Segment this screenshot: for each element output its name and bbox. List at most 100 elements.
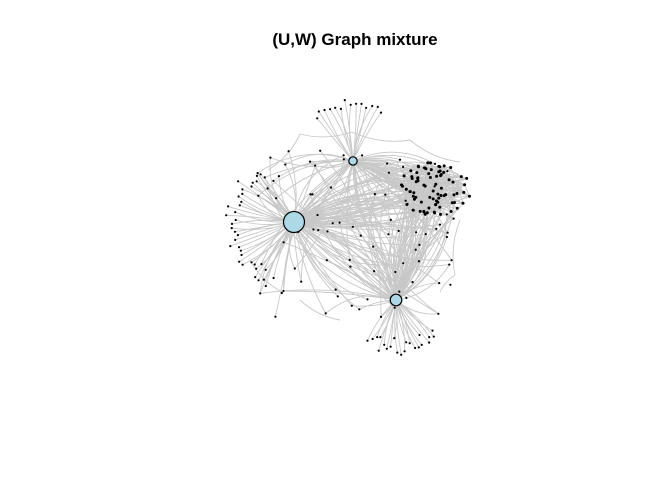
graph-edge <box>435 204 458 209</box>
graph-node <box>250 261 253 264</box>
graph-node <box>433 211 437 215</box>
graph-node <box>439 174 443 178</box>
plot-title: (U,W) Graph mixture <box>272 30 438 49</box>
graph-node <box>433 162 437 165</box>
graph-edge <box>406 204 428 214</box>
graph-node <box>408 190 412 194</box>
graph-node <box>449 283 452 286</box>
graph-node <box>434 203 438 207</box>
graph-node <box>465 176 469 180</box>
graph-node <box>412 191 416 195</box>
graph-edge <box>439 274 456 293</box>
graph-node <box>439 186 443 190</box>
graph-node <box>282 289 285 293</box>
graph-edge <box>401 177 467 186</box>
graph-node <box>360 102 363 105</box>
graph-node <box>317 110 320 113</box>
graph-node <box>449 210 453 213</box>
graph-edge <box>427 162 453 203</box>
graph-node <box>241 192 244 195</box>
graph-node <box>424 167 428 171</box>
graph-node <box>250 185 253 188</box>
graph-edge <box>352 160 400 232</box>
graph-node <box>272 276 275 280</box>
graph-node <box>445 235 448 239</box>
graph-edge <box>427 194 455 214</box>
graph-node <box>377 349 380 352</box>
graph-node <box>371 337 374 341</box>
graph-node <box>264 268 267 271</box>
graph-node <box>234 211 237 214</box>
graph-node <box>424 233 427 236</box>
graph-node <box>379 315 383 318</box>
graph-node <box>229 245 232 248</box>
graph-node <box>427 172 431 176</box>
graph-node <box>393 337 396 340</box>
graph-node <box>259 173 262 176</box>
graph-node <box>449 166 453 169</box>
graph-node <box>312 228 315 231</box>
graph-edge <box>452 219 461 276</box>
graph-node <box>397 229 400 232</box>
graph-node <box>455 192 459 195</box>
graph-node <box>311 193 314 196</box>
graph-node <box>438 223 442 226</box>
graph-node <box>342 154 345 157</box>
graph-node <box>373 193 376 196</box>
graph-node <box>417 346 420 349</box>
graph-edge <box>406 201 438 206</box>
graph-edge <box>443 172 465 193</box>
graph-node <box>418 243 421 246</box>
graph-node <box>422 209 426 213</box>
graph-node <box>433 185 436 188</box>
graph-node <box>418 209 422 213</box>
graph-node <box>329 108 332 111</box>
graph-node <box>254 276 257 279</box>
graph-node <box>387 171 390 174</box>
graph-node <box>415 231 418 234</box>
graph-node <box>257 194 260 197</box>
graph-node <box>411 281 414 284</box>
graph-node <box>435 227 438 230</box>
graph-node <box>420 343 423 346</box>
graph-node <box>418 333 421 337</box>
graph-node <box>428 336 431 339</box>
graph-node <box>324 312 327 315</box>
graph-node <box>434 182 438 186</box>
graph-node <box>255 267 258 270</box>
graph-node <box>342 158 345 161</box>
graph-node <box>402 165 405 168</box>
graph-node <box>238 260 241 263</box>
graph-node <box>237 195 240 198</box>
graph-node <box>412 209 415 212</box>
graph-edge <box>293 198 415 223</box>
graph-node <box>277 175 280 178</box>
hub-large <box>282 210 306 234</box>
graph-node <box>426 161 430 165</box>
graph-edge <box>413 177 431 194</box>
graph-node <box>255 174 258 177</box>
graph-node <box>240 200 243 203</box>
graph-node <box>323 108 326 112</box>
graph-node <box>239 249 242 252</box>
graph-node <box>438 165 442 169</box>
graph-node <box>379 111 383 114</box>
graph-node <box>439 194 443 197</box>
graph-edge <box>324 109 354 162</box>
graph-edge <box>403 175 408 205</box>
graph-node <box>436 192 440 196</box>
graph-node <box>284 163 287 166</box>
graph-node <box>446 231 449 234</box>
graph-node <box>376 105 379 108</box>
graph-node <box>417 260 421 263</box>
graph-node <box>452 193 456 197</box>
graph-node <box>468 194 471 198</box>
graph-edge <box>351 131 411 142</box>
graph-node <box>442 164 446 168</box>
graph-node <box>442 170 446 174</box>
graph-edge <box>299 131 353 138</box>
graph-node <box>414 346 417 350</box>
graph-node <box>389 218 392 221</box>
graph-node <box>427 206 431 210</box>
graph-node <box>253 263 256 266</box>
